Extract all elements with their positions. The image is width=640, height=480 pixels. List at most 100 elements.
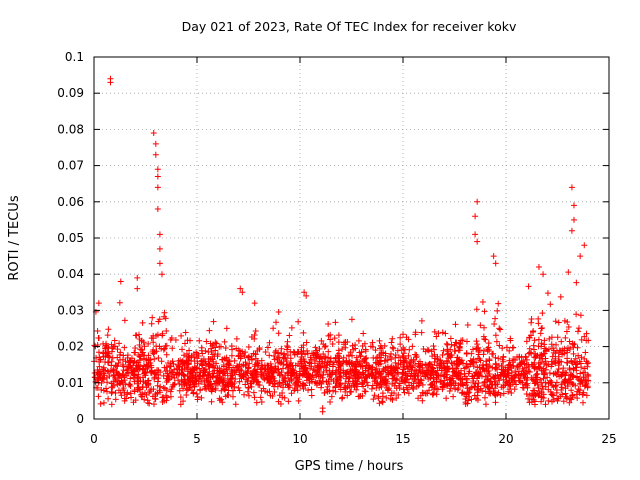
data-point: [222, 366, 229, 373]
data-point: [319, 371, 326, 378]
data-point: [401, 389, 408, 396]
data-point: [434, 353, 441, 360]
data-point: [539, 367, 546, 374]
data-point: [491, 321, 498, 327]
data-point: [354, 358, 361, 365]
data-point: [130, 362, 137, 369]
data-point: [193, 364, 200, 371]
data-point: [568, 387, 575, 394]
data-point: [542, 401, 549, 408]
data-point: [535, 336, 542, 343]
data-point: [327, 359, 334, 366]
data-point: [172, 336, 179, 343]
data-point: [144, 366, 151, 372]
data-point: [362, 388, 369, 395]
data-point: [176, 387, 183, 394]
x-tick-label: 10: [292, 432, 307, 446]
data-point: [202, 366, 209, 373]
data-point-outlier: [577, 253, 584, 260]
data-point: [218, 375, 225, 382]
data-point: [377, 375, 384, 382]
data-point: [305, 387, 312, 394]
data-point: [152, 369, 159, 376]
data-point: [554, 334, 561, 341]
data-point: [121, 317, 128, 324]
data-point: [135, 352, 142, 359]
data-point: [372, 376, 379, 383]
data-point: [535, 320, 542, 327]
data-point: [361, 377, 368, 384]
data-point: [506, 357, 513, 364]
data-point: [475, 351, 482, 358]
data-point-outlier: [152, 151, 159, 158]
data-point: [284, 338, 291, 345]
data-point: [141, 352, 148, 359]
data-point: [183, 387, 190, 394]
data-point: [155, 367, 162, 374]
data-point: [515, 372, 522, 379]
data-point: [287, 348, 294, 355]
data-point: [344, 392, 351, 399]
data-point-outlier: [117, 278, 124, 285]
data-point: [451, 342, 458, 349]
data-point: [150, 346, 157, 353]
data-point: [474, 341, 481, 348]
data-point: [473, 306, 480, 313]
data-point: [287, 355, 294, 362]
data-point: [211, 367, 218, 374]
data-point: [306, 375, 313, 382]
data-point: [350, 346, 357, 353]
data-point: [420, 346, 427, 353]
data-point: [199, 362, 206, 369]
data-point: [570, 350, 577, 357]
data-point: [446, 376, 453, 383]
data-point: [529, 329, 536, 336]
data-point: [266, 352, 273, 359]
data-point: [281, 394, 288, 401]
data-point: [271, 383, 278, 390]
data-point: [272, 347, 279, 354]
data-point-outlier: [303, 292, 310, 299]
data-point: [504, 344, 511, 351]
data-point: [425, 347, 432, 354]
data-point: [323, 367, 330, 374]
data-point: [544, 374, 551, 381]
data-point: [477, 322, 484, 329]
data-point: [220, 385, 227, 392]
data-point: [123, 372, 130, 379]
data-point: [392, 354, 399, 361]
data-point: [578, 354, 585, 361]
data-point: [300, 356, 307, 363]
data-point: [415, 360, 422, 367]
data-point: [360, 330, 367, 337]
data-point: [318, 337, 325, 344]
data-point: [482, 401, 489, 408]
data-point: [336, 373, 343, 380]
data-point: [389, 344, 396, 351]
data-point: [240, 371, 247, 378]
data-point: [245, 344, 252, 351]
data-point: [469, 373, 476, 380]
data-point: [518, 359, 525, 366]
data-point: [180, 385, 187, 392]
data-point: [522, 353, 529, 360]
data-point: [321, 389, 328, 396]
data-point: [574, 361, 581, 368]
data-point: [142, 372, 149, 379]
data-point: [257, 394, 264, 401]
data-point: [523, 391, 530, 398]
data-point: [498, 371, 505, 378]
data-point: [182, 329, 189, 336]
data-point: [205, 378, 212, 385]
data-point: [282, 378, 289, 385]
data-point: [393, 377, 400, 384]
data-point: [502, 373, 509, 380]
data-point: [171, 381, 178, 388]
data-point: [96, 369, 103, 376]
data-point: [253, 399, 260, 406]
data-point: [392, 359, 399, 366]
data-point: [412, 378, 419, 385]
data-point: [556, 358, 563, 365]
data-point: [108, 341, 115, 348]
data-point: [331, 335, 338, 342]
